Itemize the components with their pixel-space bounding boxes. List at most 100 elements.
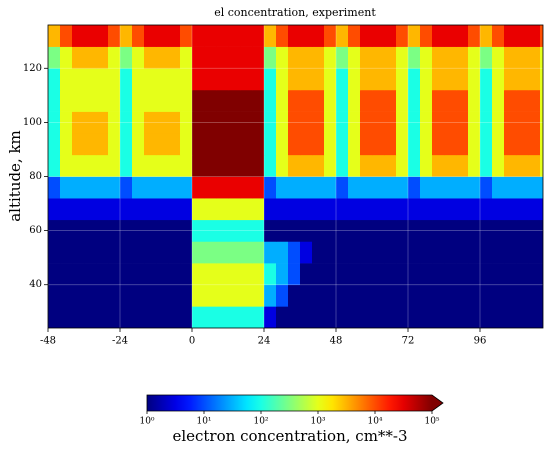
heatmap-cell	[336, 306, 349, 328]
heatmap-cell	[336, 263, 349, 286]
heatmap-cell	[324, 68, 337, 91]
heatmap-cell	[420, 89, 433, 112]
heatmap-cell	[432, 176, 445, 199]
heatmap-cell	[108, 241, 121, 264]
heatmap-cell	[540, 198, 543, 221]
heatmap-cell	[240, 306, 253, 328]
heatmap-cell	[420, 219, 433, 242]
heatmap-cell	[408, 89, 421, 112]
heatmap-cell	[48, 111, 61, 134]
heatmap-cell	[144, 263, 157, 286]
heatmap-cell	[168, 89, 181, 112]
heatmap-cell	[420, 133, 433, 156]
heatmap-cell	[228, 219, 241, 242]
heatmap-cell	[288, 176, 301, 199]
colorbar-tick-label: 10⁵	[424, 417, 439, 427]
heatmap-cell	[372, 46, 385, 69]
heatmap-cell	[60, 46, 73, 69]
heatmap-cell	[372, 111, 385, 134]
heatmap-cell	[420, 111, 433, 134]
heatmap-cell	[144, 133, 157, 156]
heatmap-cell	[204, 25, 217, 47]
heatmap-cell	[192, 176, 205, 199]
heatmap-cell	[132, 133, 145, 156]
heatmap-cell	[240, 89, 253, 112]
heatmap-cell	[120, 306, 133, 328]
heatmap-cell	[420, 25, 433, 47]
heatmap-cell	[48, 306, 61, 328]
heatmap-cell	[300, 241, 313, 264]
heatmap-cell	[168, 111, 181, 134]
heatmap-cell	[384, 133, 397, 156]
heatmap-cell	[492, 198, 505, 221]
heatmap-cell	[252, 89, 265, 112]
heatmap-cell	[312, 198, 325, 221]
heatmap-cell	[192, 241, 205, 264]
heatmap-cell	[432, 68, 445, 91]
heatmap-cell	[528, 154, 541, 177]
heatmap-cell	[468, 176, 481, 199]
heatmap-cell	[132, 263, 145, 286]
heatmap-cell	[300, 111, 313, 134]
heatmap-cell	[456, 284, 469, 307]
heatmap-cell	[144, 176, 157, 199]
heatmap-cell	[276, 68, 289, 91]
heatmap-cell	[264, 263, 277, 286]
heatmap-cell	[72, 284, 85, 307]
heatmap-cell	[96, 133, 109, 156]
heatmap-cell	[132, 46, 145, 69]
heatmap-cell	[444, 89, 457, 112]
heatmap-cell	[72, 111, 85, 134]
heatmap-cell	[372, 198, 385, 221]
heatmap-cell	[156, 111, 169, 134]
heatmap-cell	[144, 89, 157, 112]
heatmap-cell	[336, 133, 349, 156]
heatmap-cell	[468, 68, 481, 91]
heatmap-cell	[120, 198, 133, 221]
heatmap-cell	[60, 154, 73, 177]
heatmap-cell	[384, 241, 397, 264]
heatmap-cell	[240, 154, 253, 177]
heatmap-cell	[240, 241, 253, 264]
heatmap-cell	[108, 46, 121, 69]
heatmap-cell	[528, 176, 541, 199]
heatmap-cell	[492, 46, 505, 69]
heatmap-cell	[240, 133, 253, 156]
heatmap-cell	[132, 176, 145, 199]
heatmap-cell	[120, 68, 133, 91]
heatmap-cell	[288, 263, 301, 286]
heatmap-cell	[516, 46, 529, 69]
heatmap-cell	[432, 241, 445, 264]
heatmap-cell	[336, 111, 349, 134]
heatmap-cell	[324, 25, 337, 47]
heatmap-cell	[468, 46, 481, 69]
heatmap-cell	[216, 263, 229, 286]
heatmap-cell	[204, 241, 217, 264]
heatmap-cell	[228, 176, 241, 199]
heatmap-cell	[456, 176, 469, 199]
heatmap-cell	[480, 306, 493, 328]
heatmap-cell	[408, 46, 421, 69]
heatmap-cell	[108, 154, 121, 177]
heatmap-cell	[108, 25, 121, 47]
heatmap-cell	[444, 241, 457, 264]
heatmap-cell	[60, 89, 73, 112]
heatmap-cell	[384, 263, 397, 286]
heatmap-cell	[96, 219, 109, 242]
heatmap-cell	[252, 198, 265, 221]
heatmap-cell	[120, 154, 133, 177]
heatmap-cell	[240, 25, 253, 47]
heatmap-cell	[384, 89, 397, 112]
heatmap-cell	[180, 133, 193, 156]
heatmap-cell	[348, 176, 361, 199]
heatmap-cell	[336, 284, 349, 307]
heatmap-cell	[204, 176, 217, 199]
heatmap-cell	[252, 241, 265, 264]
heatmap-cell	[516, 68, 529, 91]
heatmap-cell	[444, 68, 457, 91]
heatmap-cell	[348, 306, 361, 328]
colorbar-label: electron concentration, cm**-3	[172, 427, 407, 445]
heatmap-cell	[540, 284, 543, 307]
heatmap-cell	[336, 154, 349, 177]
